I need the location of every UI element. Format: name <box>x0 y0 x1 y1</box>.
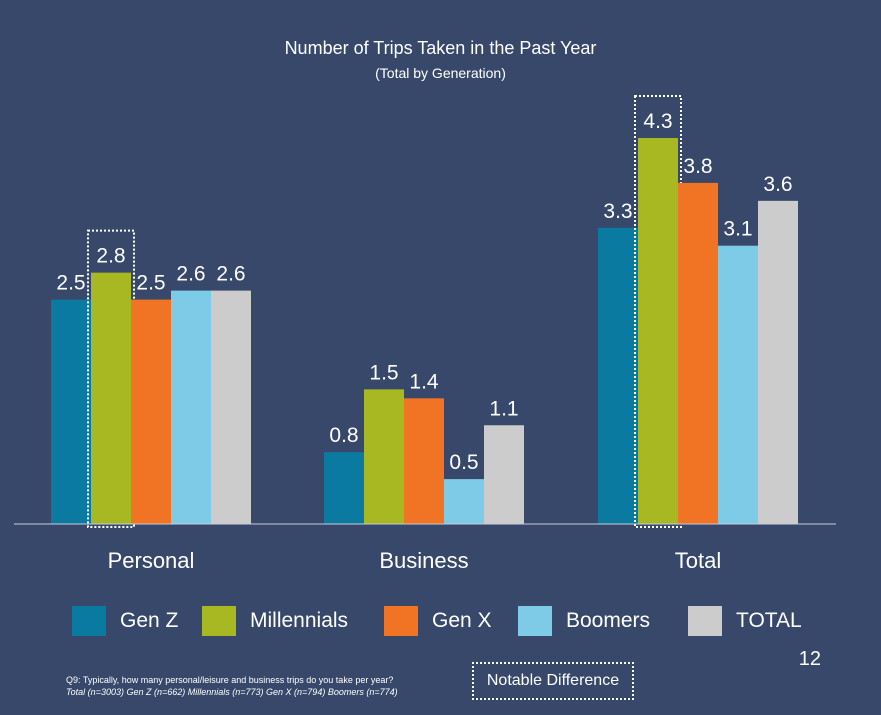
footnote-question: Q9: Typically, how many personal/leisure… <box>66 675 394 685</box>
legend-swatch-gen-x <box>384 606 418 636</box>
data-label-personal-millennials: 2.8 <box>96 245 125 268</box>
notable-difference-label: Notable Difference <box>486 672 620 689</box>
bar-personal-total <box>211 290 251 524</box>
data-label-personal-gen-z: 2.5 <box>56 272 85 295</box>
legend-label-gen-x: Gen X <box>432 609 492 632</box>
bar-personal-boomers <box>171 290 211 524</box>
bar-total-gen-x <box>678 182 718 524</box>
page-number: 12 <box>798 648 821 670</box>
chart-title: Number of Trips Taken in the Past Year <box>284 38 597 58</box>
legend-swatch-millennials <box>202 606 236 636</box>
legend-swatch-gen-z <box>72 606 106 636</box>
data-label-total-boomers: 3.1 <box>723 218 752 241</box>
data-label-business-boomers: 0.5 <box>449 451 478 474</box>
legend-label-boomers: Boomers <box>566 609 651 632</box>
bar-business-gen-x <box>404 398 444 524</box>
bar-personal-gen-x <box>131 299 171 524</box>
legend-label-gen-z: Gen Z <box>120 609 179 632</box>
legend-item-millennials: Millennials <box>202 604 348 638</box>
legend-item-gen-x: Gen X <box>384 604 492 638</box>
data-label-business-gen-z: 0.8 <box>329 424 358 447</box>
bar-business-total <box>484 425 524 524</box>
bar-total-gen-z <box>598 227 638 524</box>
highlight-box-personal-millennials <box>87 229 135 529</box>
legend-item-boomers: Boomers <box>518 604 650 638</box>
legend-label-millennials: Millennials <box>250 609 349 632</box>
data-label-total-total: 3.6 <box>763 173 792 196</box>
legend-item-gen-z: Gen Z <box>72 604 178 638</box>
bar-business-boomers <box>444 479 484 524</box>
category-label-personal: Personal <box>108 548 195 573</box>
bar-business-millennials <box>364 389 404 524</box>
data-label-total-gen-z: 3.3 <box>603 200 632 223</box>
legend-swatch-boomers <box>518 606 552 636</box>
category-label-total: Total <box>675 548 721 573</box>
data-label-personal-gen-x: 2.5 <box>136 272 165 295</box>
bar-total-millennials <box>638 138 678 524</box>
category-label-business: Business <box>379 548 468 573</box>
bar-personal-millennials <box>91 272 131 524</box>
bar-business-gen-z <box>324 452 364 524</box>
data-label-personal-boomers: 2.6 <box>176 263 205 286</box>
legend: Gen Z Millennials Gen X Boomers TOTAL <box>0 604 881 638</box>
bar-total-total <box>758 200 798 524</box>
legend-item-total: TOTAL <box>688 604 802 638</box>
legend-swatch-total <box>688 606 722 636</box>
data-label-total-gen-x: 3.8 <box>683 155 712 178</box>
footnote-sample: Total (n=3003) Gen Z (n=662) Millennials… <box>66 687 398 697</box>
data-label-personal-total: 2.6 <box>216 263 245 286</box>
bar-chart: 2.5 2.8 2.5 2.6 2.6 Personal 0.8 1.5 1.4 0.5 1.1 Bu… <box>14 95 836 573</box>
notable-difference-key: Notable Difference <box>472 662 634 700</box>
data-label-total-millennials: 4.3 <box>643 110 672 133</box>
footnote: Q9: Typically, how many personal/leisure… <box>66 674 398 698</box>
chart-subtitle: (Total by Generation) <box>375 65 506 81</box>
bar-total-boomers <box>718 245 758 524</box>
data-label-business-total: 1.1 <box>489 397 518 420</box>
data-label-business-gen-x: 1.4 <box>409 370 439 393</box>
legend-label-total: TOTAL <box>736 609 802 632</box>
bar-personal-gen-z <box>51 299 91 524</box>
data-label-business-millennials: 1.5 <box>369 361 398 384</box>
